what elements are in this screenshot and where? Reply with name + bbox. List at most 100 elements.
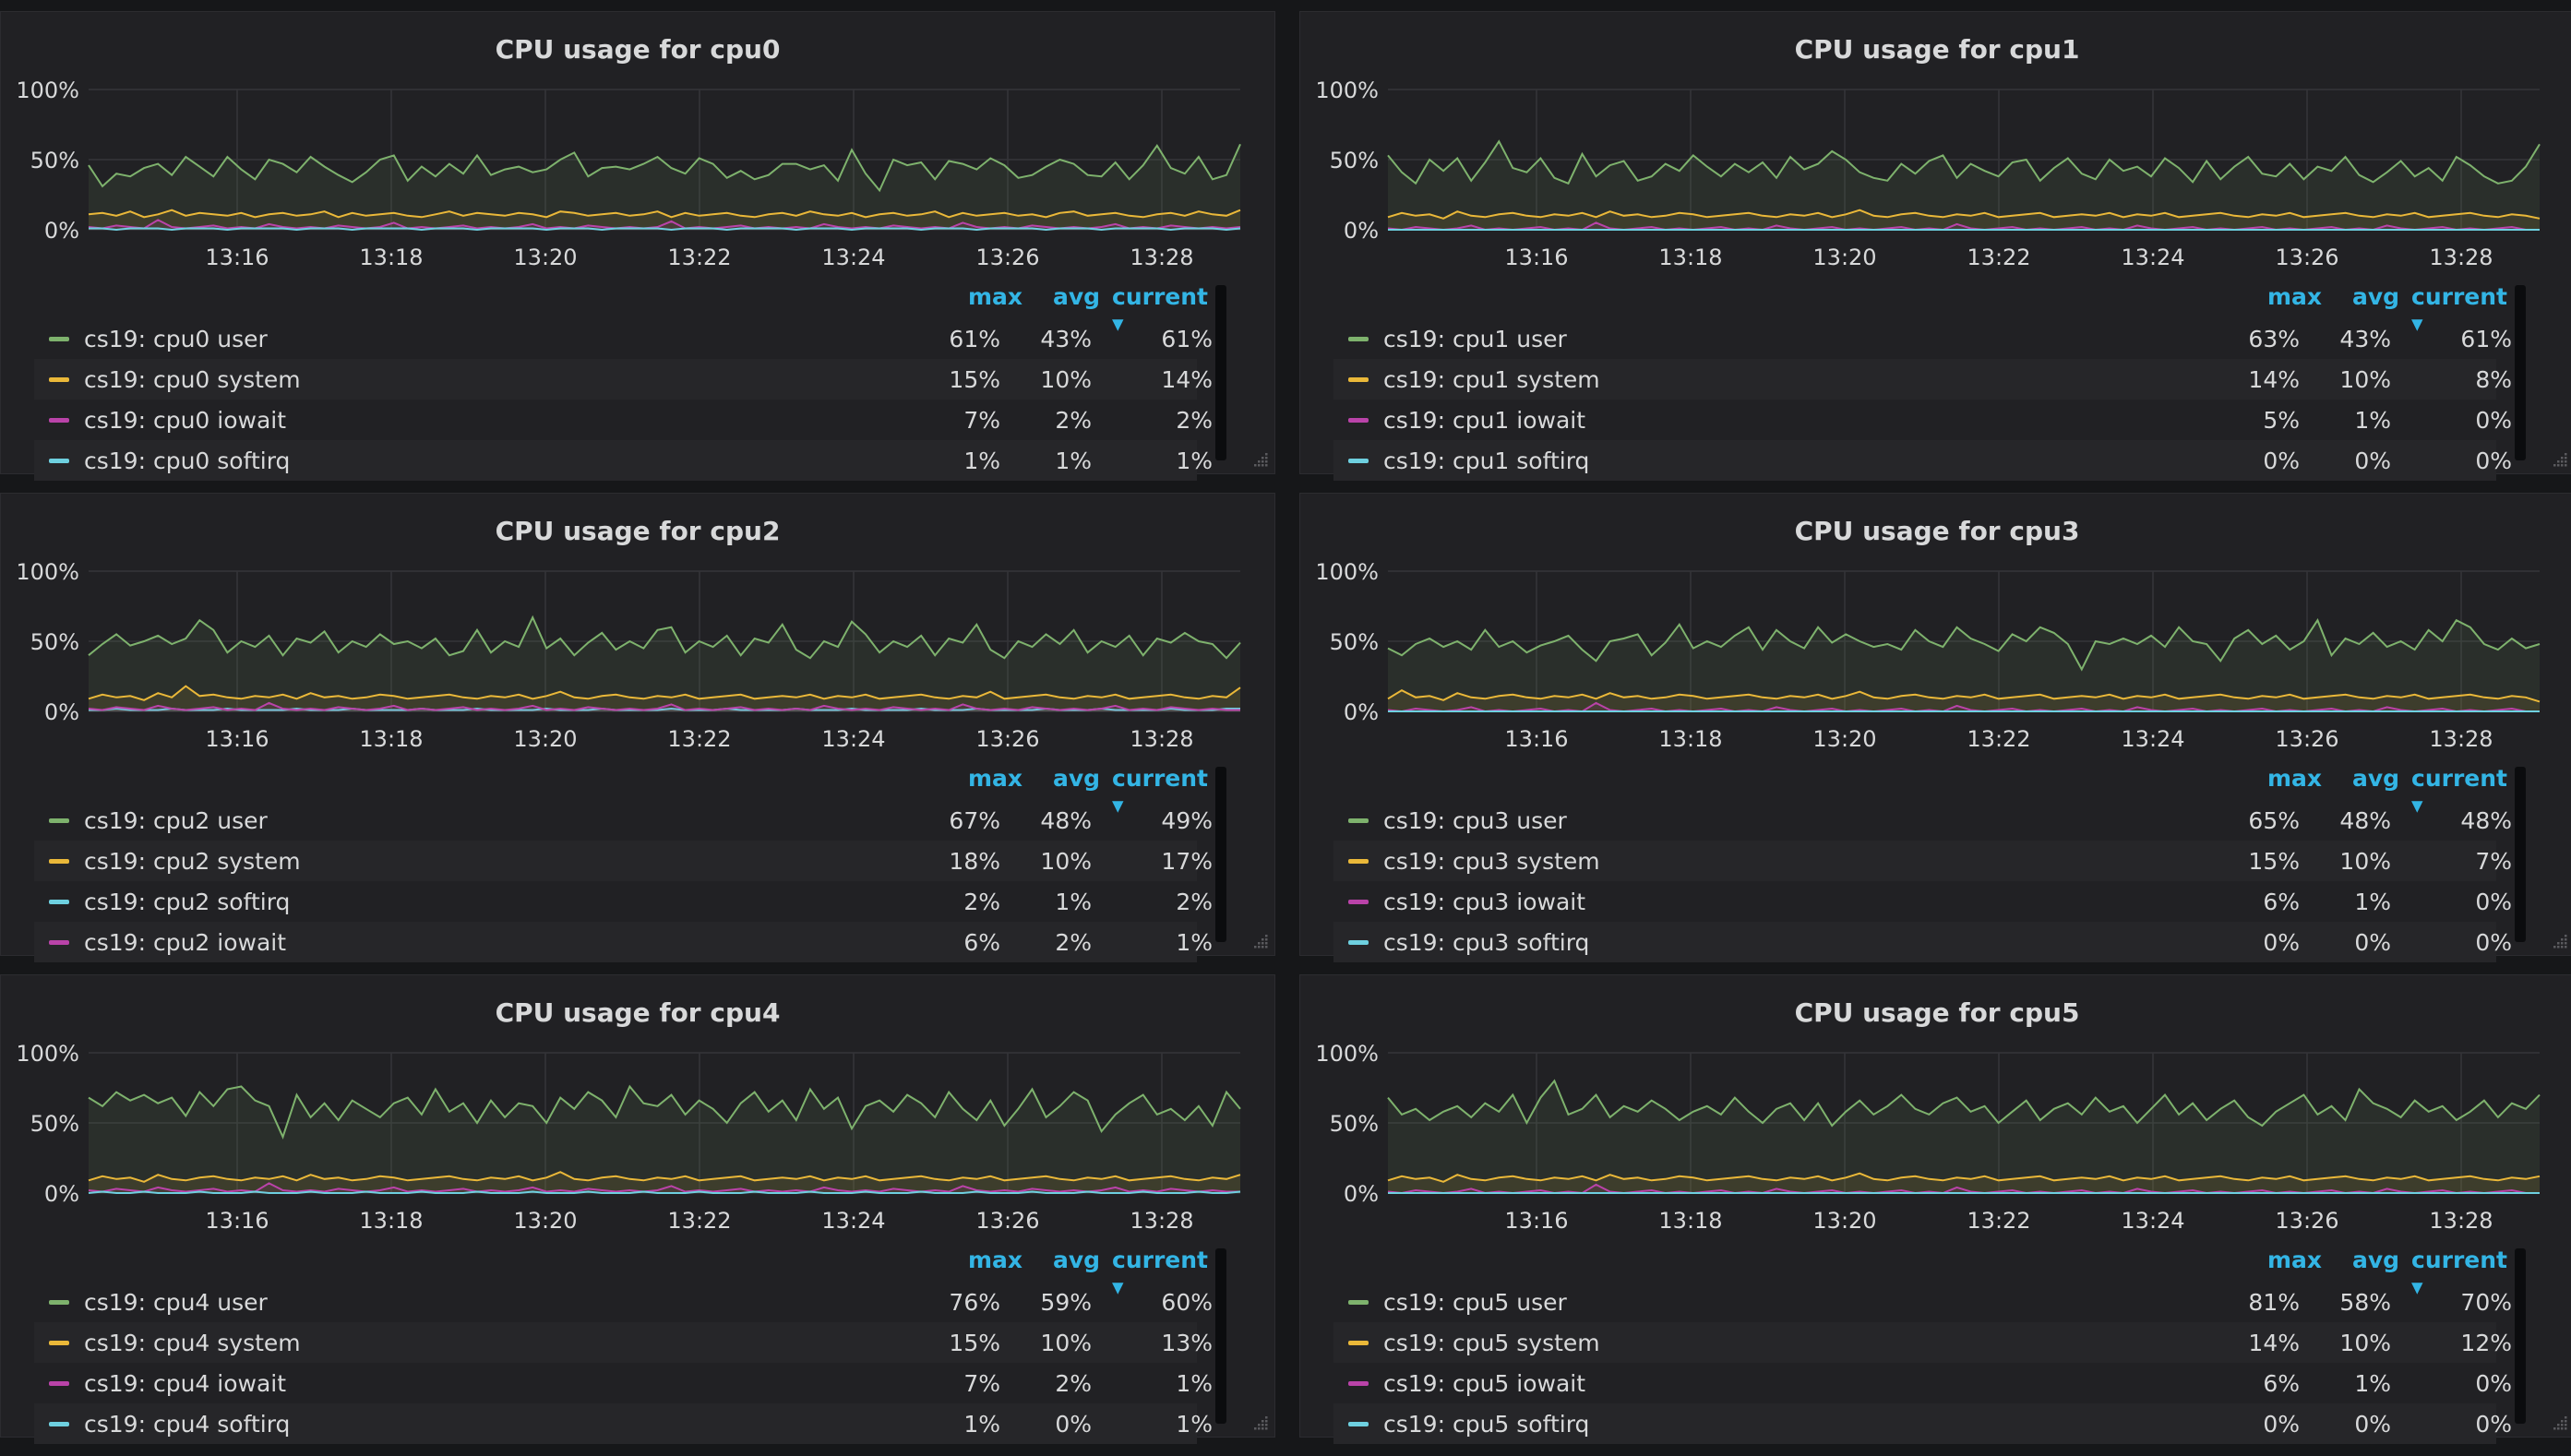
legend-header-max[interactable]: max: [2267, 1247, 2323, 1273]
legend-series-name[interactable]: cs19: cpu3 iowait: [1383, 889, 1586, 915]
legend-swatch[interactable]: [49, 1300, 69, 1305]
legend-swatch[interactable]: [1348, 1300, 1369, 1305]
legend-item-system[interactable]: cs19: cpu3 system 15% 10% 7%: [1333, 841, 2512, 881]
legend-scrollbar[interactable]: [2515, 1248, 2526, 1424]
legend-swatch[interactable]: [1348, 1381, 1369, 1386]
legend-header-avg[interactable]: avg: [2352, 283, 2400, 310]
legend-item-system[interactable]: cs19: cpu4 system 15% 10% 13%: [34, 1322, 1213, 1363]
legend-series-name[interactable]: cs19: cpu4 softirq: [84, 1411, 291, 1438]
cpu-chart[interactable]: 100% 50% 0% 13:16 13:18 13:20 13:22 13:24 13:26 1…: [1, 549, 1276, 754]
series-line-iowait[interactable]: [88, 219, 1241, 230]
panel-cpu5[interactable]: CPU usage for cpu5 100% 50% 0% 13:16 13:18 13:…: [1299, 974, 2571, 1444]
legend-series-name[interactable]: cs19: cpu3 user: [1383, 807, 1567, 834]
panel-cpu3[interactable]: CPU usage for cpu3 100% 50% 0% 13:16 13:18 13:…: [1299, 493, 2571, 962]
legend-swatch[interactable]: [49, 1381, 69, 1386]
legend-swatch[interactable]: [1348, 1422, 1369, 1426]
legend-swatch[interactable]: [49, 900, 69, 904]
legend-header-max[interactable]: max: [968, 283, 1023, 310]
legend-item-system[interactable]: cs19: cpu2 system 18% 10% 17%: [34, 841, 1213, 881]
panel-title[interactable]: CPU usage for cpu3: [1794, 516, 2080, 546]
legend-item-iowait[interactable]: cs19: cpu1 iowait 5% 1% 0%: [1333, 400, 2512, 440]
cpu-chart[interactable]: 100% 50% 0% 13:16 13:18 13:20 13:22 13:24 13:26 1…: [1300, 549, 2571, 754]
legend-series-name[interactable]: cs19: cpu4 user: [84, 1289, 268, 1316]
legend-item-softirq[interactable]: cs19: cpu1 softirq 0% 0% 0%: [1333, 440, 2512, 481]
series-line-user[interactable]: [1387, 139, 2541, 185]
resize-handle-icon[interactable]: [2550, 931, 2570, 951]
legend-item-iowait[interactable]: cs19: cpu4 iowait 7% 2% 1%: [34, 1363, 1213, 1403]
legend-header-max[interactable]: max: [2267, 765, 2323, 792]
legend-swatch[interactable]: [1348, 818, 1369, 823]
legend-item-system[interactable]: cs19: cpu0 system 15% 10% 14%: [34, 359, 1213, 400]
legend-item-user[interactable]: cs19: cpu1 user 63% 43% 61%: [1333, 318, 2512, 359]
legend-swatch[interactable]: [49, 1422, 69, 1426]
resize-handle-icon[interactable]: [2550, 449, 2570, 470]
legend-item-iowait[interactable]: cs19: cpu3 iowait 6% 1% 0%: [1333, 881, 2512, 922]
legend-item-softirq[interactable]: cs19: cpu0 softirq 1% 1% 1%: [34, 440, 1213, 481]
legend-item-softirq[interactable]: cs19: cpu3 softirq 0% 0% 0%: [1333, 922, 2512, 962]
legend-swatch[interactable]: [49, 377, 69, 382]
legend-item-system[interactable]: cs19: cpu1 system 14% 10% 8%: [1333, 359, 2512, 400]
legend-header-current[interactable]: current ▾: [2411, 1247, 2507, 1300]
series-line-user[interactable]: [1387, 1079, 2541, 1128]
legend-swatch[interactable]: [49, 1341, 69, 1345]
legend-series-name[interactable]: cs19: cpu4 system: [84, 1330, 301, 1356]
legend-swatch[interactable]: [49, 859, 69, 864]
legend-scrollbar[interactable]: [1215, 1248, 1226, 1424]
legend-header-max[interactable]: max: [968, 765, 1023, 792]
legend-series-name[interactable]: cs19: cpu5 iowait: [1383, 1370, 1586, 1397]
legend-item-user[interactable]: cs19: cpu0 user 61% 43% 61%: [34, 318, 1213, 359]
legend-swatch[interactable]: [1348, 940, 1369, 945]
legend-series-name[interactable]: cs19: cpu5 softirq: [1383, 1411, 1590, 1438]
legend-swatch[interactable]: [1348, 377, 1369, 382]
legend-item-user[interactable]: cs19: cpu2 user 67% 48% 49%: [34, 800, 1213, 841]
series-line-system[interactable]: [1387, 689, 2541, 703]
series-line-user[interactable]: [1387, 618, 2541, 672]
legend-header-max[interactable]: max: [968, 1247, 1023, 1273]
legend-series-name[interactable]: cs19: cpu4 iowait: [84, 1370, 287, 1397]
legend-swatch[interactable]: [1348, 859, 1369, 864]
legend-header-current[interactable]: current ▾: [1112, 765, 1208, 818]
legend-series-name[interactable]: cs19: cpu1 user: [1383, 326, 1567, 352]
legend-swatch[interactable]: [1348, 1341, 1369, 1345]
panel-title[interactable]: CPU usage for cpu1: [1794, 34, 2080, 65]
cpu-chart[interactable]: 100% 50% 0% 13:16 13:18 13:20 13:22 13:24 13:26 1…: [1300, 1031, 2571, 1235]
legend-header-avg[interactable]: avg: [2352, 1247, 2400, 1273]
legend-series-name[interactable]: cs19: cpu5 system: [1383, 1330, 1600, 1356]
cpu-chart[interactable]: 100% 50% 0% 13:16 13:18 13:20 13:22 13:24 13:26 1…: [1, 67, 1276, 272]
series-line-iowait[interactable]: [88, 1182, 1240, 1193]
panel-title[interactable]: CPU usage for cpu5: [1794, 997, 2080, 1028]
legend-series-name[interactable]: cs19: cpu2 system: [84, 848, 301, 875]
legend-scrollbar[interactable]: [2515, 767, 2526, 942]
legend-item-softirq[interactable]: cs19: cpu4 softirq 1% 0% 1%: [34, 1403, 1213, 1444]
legend-item-user[interactable]: cs19: cpu3 user 65% 48% 48%: [1333, 800, 2512, 841]
legend-series-name[interactable]: cs19: cpu0 user: [84, 326, 268, 352]
legend-series-name[interactable]: cs19: cpu2 softirq: [84, 889, 291, 915]
legend-series-name[interactable]: cs19: cpu5 user: [1383, 1289, 1567, 1316]
legend-header-avg[interactable]: avg: [1053, 765, 1101, 792]
legend-header-avg[interactable]: avg: [1053, 1247, 1101, 1273]
legend-series-name[interactable]: cs19: cpu2 iowait: [84, 929, 287, 956]
legend-item-user[interactable]: cs19: cpu4 user 76% 59% 60%: [34, 1282, 1213, 1322]
resize-handle-icon[interactable]: [1250, 449, 1271, 470]
legend-header-current[interactable]: current ▾: [2411, 283, 2507, 337]
legend-series-name[interactable]: cs19: cpu1 system: [1383, 366, 1600, 393]
series-line-softirq[interactable]: [88, 1190, 1241, 1194]
panel-title[interactable]: CPU usage for cpu0: [495, 34, 781, 65]
series-line-user[interactable]: [88, 1084, 1241, 1140]
legend-series-name[interactable]: cs19: cpu3 system: [1383, 848, 1600, 875]
legend-series-name[interactable]: cs19: cpu2 user: [84, 807, 268, 834]
series-line-system[interactable]: [88, 1171, 1241, 1183]
legend-swatch[interactable]: [1348, 337, 1369, 341]
legend-item-system[interactable]: cs19: cpu5 system 14% 10% 12%: [1333, 1322, 2512, 1363]
resize-handle-icon[interactable]: [1250, 1413, 1271, 1433]
legend-swatch[interactable]: [1348, 418, 1369, 423]
legend-item-iowait[interactable]: cs19: cpu0 iowait 7% 2% 2%: [34, 400, 1213, 440]
legend-series-name[interactable]: cs19: cpu0 softirq: [84, 448, 291, 474]
legend-header-avg[interactable]: avg: [1053, 283, 1101, 310]
legend-header-current[interactable]: current ▾: [1112, 283, 1208, 337]
legend-scrollbar[interactable]: [2515, 285, 2526, 460]
legend-header-current[interactable]: current ▾: [2411, 765, 2507, 818]
legend-header-avg[interactable]: avg: [2352, 765, 2400, 792]
legend-item-softirq[interactable]: cs19: cpu5 softirq 0% 0% 0%: [1333, 1403, 2512, 1444]
legend-header-max[interactable]: max: [2267, 283, 2323, 310]
